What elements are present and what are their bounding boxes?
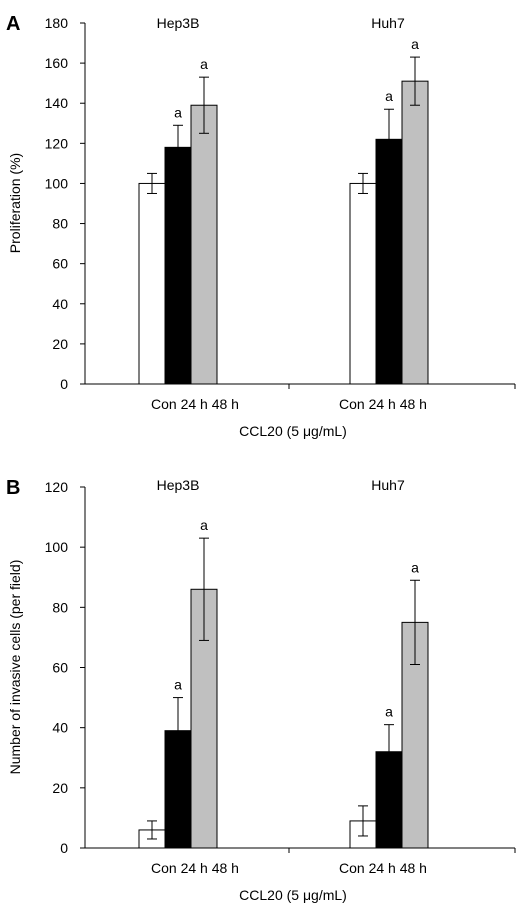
- category-labels-huh7-b: Con 24 h 48 h: [339, 860, 427, 876]
- significance-label-a-huh7-48h: a: [411, 36, 419, 52]
- y-tick-label-b-100: 100: [45, 539, 69, 555]
- error-bar-b-huh7-con: [358, 805, 368, 837]
- x-axis-title-b: CCL20 (5 μg/mL): [239, 887, 347, 903]
- panel-letter-b: B: [6, 477, 20, 499]
- y-tick-label-a-160: 160: [45, 55, 69, 71]
- significance-label-a-hep3b-24h: a: [174, 104, 182, 120]
- x-axis-title-a: CCL20 (5 μg/mL): [239, 423, 347, 439]
- category-labels-huh7-a: Con 24 h 48 h: [339, 396, 427, 412]
- significance-label-b-hep3b-24h: a: [174, 677, 182, 693]
- y-tick-label-a-20: 20: [52, 336, 68, 352]
- y-axis-title-b: Number of invasive cells (per field): [7, 560, 23, 775]
- y-tick-label-a-180: 180: [45, 15, 69, 31]
- y-tick-label-a-80: 80: [52, 216, 68, 232]
- group-label-huh7-a: Huh7: [371, 15, 405, 31]
- y-tick-label-b-120: 120: [45, 479, 69, 495]
- bar-a-hep3b-24h: [164, 146, 192, 385]
- panel-a-chart: A Proliferation (%) Hep3B Huh7 Con 24 h …: [6, 13, 516, 439]
- bar-a-huh7-24h: [375, 138, 403, 385]
- error-bar-b-huh7-48h: [410, 579, 420, 665]
- bar-a-huh7-48h: [401, 80, 429, 385]
- significance-label-a-hep3b-48h: a: [200, 56, 208, 72]
- group-label-hep3b-b: Hep3B: [157, 477, 200, 493]
- significance-label-b-hep3b-48h: a: [200, 517, 208, 533]
- y-tick-label-a-100: 100: [45, 175, 69, 191]
- y-tick-label-b-0: 0: [60, 840, 68, 856]
- panel-letter-a: A: [6, 13, 20, 35]
- y-tick-label-a-140: 140: [45, 95, 69, 111]
- y-tick-label-b-60: 60: [52, 660, 68, 676]
- y-tick-label-a-40: 40: [52, 296, 68, 312]
- significance-label-a-huh7-24h: a: [385, 88, 393, 104]
- bar-a-huh7-con: [349, 182, 377, 385]
- panel-b-marks: 0 20 40 60 80 100 120 a a a a: [45, 479, 516, 856]
- error-bar-a-hep3b-48h: [199, 76, 209, 134]
- y-axis-title-a: Proliferation (%): [7, 153, 23, 253]
- error-bar-a-huh7-48h: [410, 56, 420, 106]
- error-bar-b-hep3b-con: [147, 820, 157, 840]
- bar-b-hep3b-24h: [164, 730, 192, 849]
- significance-label-b-huh7-24h: a: [385, 704, 393, 720]
- error-bar-a-huh7-con: [358, 172, 368, 194]
- significance-label-b-huh7-48h: a: [411, 559, 419, 575]
- group-label-hep3b-a: Hep3B: [157, 15, 200, 31]
- bar-a-hep3b-con: [138, 182, 166, 385]
- y-tick-label-a-0: 0: [60, 376, 68, 392]
- panel-a-marks: 0 20 40 60 80 100 120 140 160 180 a a a a: [45, 15, 516, 392]
- y-tick-label-a-60: 60: [52, 256, 68, 272]
- error-bar-a-hep3b-24h: [173, 124, 183, 170]
- error-bar-a-huh7-24h: [384, 108, 394, 170]
- y-tick-label-b-80: 80: [52, 599, 68, 615]
- error-bar-a-hep3b-con: [147, 172, 157, 194]
- category-labels-hep3b-a: Con 24 h 48 h: [151, 396, 239, 412]
- y-tick-label-a-120: 120: [45, 135, 69, 151]
- y-tick-label-b-20: 20: [52, 780, 68, 796]
- error-bar-b-hep3b-48h: [199, 537, 209, 641]
- error-bar-b-hep3b-24h: [173, 697, 183, 765]
- error-bar-b-huh7-24h: [384, 724, 394, 780]
- panel-b-chart: B Number of invasive cells (per field) H…: [6, 477, 516, 903]
- category-labels-hep3b-b: Con 24 h 48 h: [151, 860, 239, 876]
- y-tick-label-b-40: 40: [52, 720, 68, 736]
- group-label-huh7-b: Huh7: [371, 477, 405, 493]
- bar-a-hep3b-48h: [190, 104, 218, 385]
